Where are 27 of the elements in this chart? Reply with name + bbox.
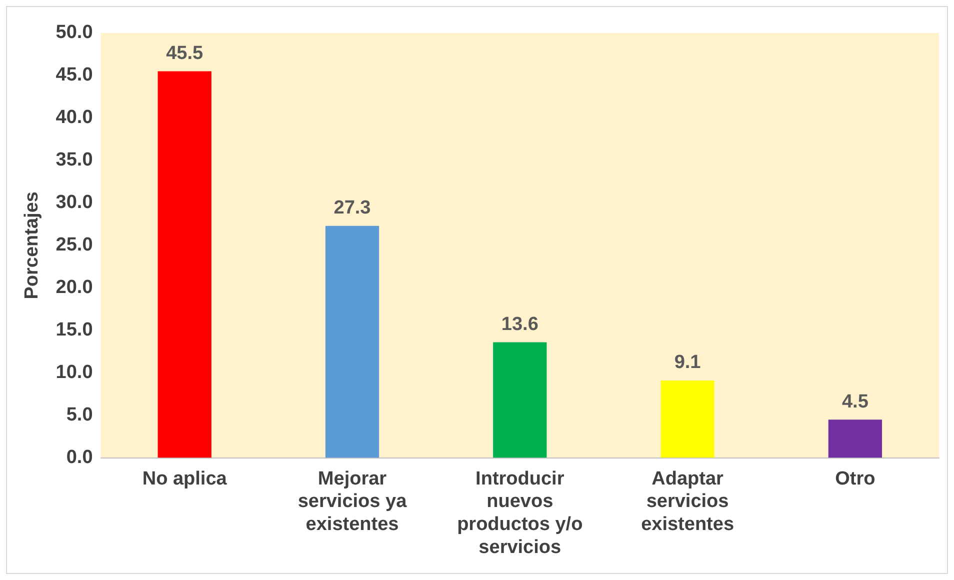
y-tick-label: 25.0 (56, 234, 93, 256)
x-tick-label: Introducir nuevos productos y/o servicios (457, 468, 583, 558)
y-tick-label: 10.0 (56, 362, 93, 384)
data-label: 9.1 (674, 352, 702, 374)
y-tick-label: 5.0 (66, 404, 93, 426)
data-label: 13.6 (501, 314, 538, 335)
bar (828, 420, 882, 458)
y-tick-label: 50.0 (56, 22, 93, 44)
y-tick-label: 15.0 (56, 320, 93, 341)
x-tick-label: Otro (835, 468, 876, 490)
x-tick-label: Adaptar servicios existentes (641, 468, 734, 536)
bar (325, 226, 380, 458)
y-tick-label: 35.0 (56, 150, 93, 171)
y-tick-label: 30.0 (56, 192, 93, 214)
bar (660, 380, 714, 458)
y-axis-title: Porcentajes (22, 192, 43, 300)
x-tick-label: No aplica (142, 468, 228, 490)
data-label: 27.3 (334, 198, 371, 219)
data-label: 4.5 (842, 391, 869, 412)
y-tick-label: 40.0 (56, 107, 93, 128)
x-tick-label: Mejorar servicios ya existentes (298, 468, 408, 536)
bar (493, 342, 547, 458)
y-tick-label: 20.0 (56, 277, 93, 298)
bar (158, 71, 212, 458)
data-label: 45.5 (166, 42, 204, 64)
y-tick-label: 0.0 (66, 447, 93, 468)
y-tick-label: 45.0 (56, 64, 93, 86)
